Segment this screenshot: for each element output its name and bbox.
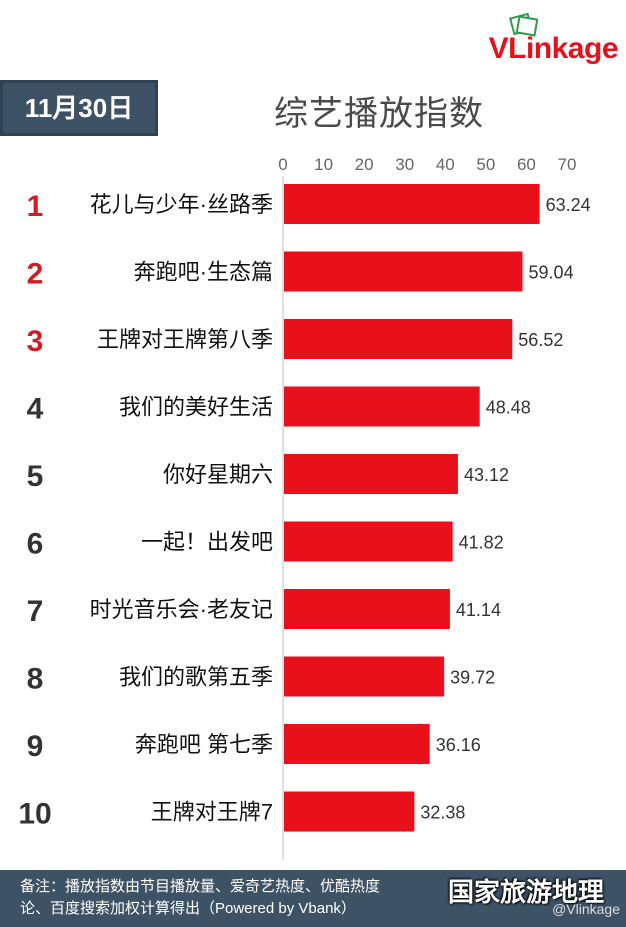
category-label: 一起！出发吧: [141, 530, 273, 555]
value-label: 39.72: [450, 668, 495, 688]
bar: [284, 656, 445, 697]
category-label: 花儿与少年·丝路季: [90, 192, 273, 217]
chart-title: 综艺播放指数: [274, 95, 484, 133]
x-tick-label: 30: [395, 155, 414, 174]
logo-cards-icon: [509, 12, 539, 37]
value-label: 59.04: [529, 263, 574, 283]
value-label: 41.82: [459, 533, 504, 553]
x-tick-label: 50: [476, 155, 495, 174]
category-label: 王牌对王牌7: [151, 800, 273, 825]
date-label: 11月30日: [0, 80, 158, 136]
watermark-text: 国家旅游地理: [448, 878, 605, 908]
vlinkage-logo: VLinkage: [458, 12, 619, 72]
x-tick-label: 60: [517, 155, 536, 174]
logo-text: VLinkage: [488, 32, 619, 65]
bar: [284, 386, 480, 427]
category-label: 我们的歌第五季: [119, 665, 273, 690]
footer-line-1: 备注：播放指数由节目播放量、爱奇艺热度、优酷热度: [20, 878, 381, 895]
category-label: 我们的美好生活: [119, 395, 273, 420]
category-label: 奔跑吧·生态篇: [134, 260, 273, 285]
rank-number: 4: [27, 393, 44, 426]
bar: [284, 454, 458, 494]
rank-number: 6: [27, 528, 44, 561]
value-label: 41.14: [456, 600, 501, 620]
value-label: 48.48: [486, 398, 531, 418]
category-label: 奔跑吧 第七季: [135, 732, 273, 757]
value-label: 63.24: [546, 195, 591, 215]
rank-number: 1: [27, 190, 44, 223]
footer-line-2: 论、百度搜索加权计算得出（Powered by Vbank）: [20, 900, 356, 917]
bar: [284, 791, 415, 832]
x-tick-label: 0: [278, 155, 287, 174]
rank-number: 9: [27, 730, 44, 763]
value-label: 56.52: [518, 330, 563, 350]
value-label: 36.16: [436, 735, 481, 755]
x-tick-label: 40: [436, 155, 455, 174]
rank-number: 8: [27, 663, 44, 696]
rank-number: 2: [27, 258, 44, 291]
category-label: 时光音乐会·老友记: [90, 597, 273, 622]
rank-number: 7: [27, 595, 44, 628]
footer-note: 备注：播放指数由节目播放量、爱奇艺热度、优酷热度 论、百度搜索加权计算得出（Po…: [0, 870, 626, 927]
bar: [284, 251, 523, 292]
bar-chart: 0 10 20 30 40 50 60 701 花儿与少年·丝路季 63.242 奔跑吧·生态篇 59…: [18, 155, 591, 860]
bar: [284, 184, 540, 224]
bar: [284, 589, 450, 629]
value-label: 43.12: [464, 465, 509, 485]
x-tick-label: 10: [314, 155, 333, 174]
rank-number: 5: [27, 460, 44, 493]
x-tick-label: 20: [355, 155, 374, 174]
watermark-handle: @Vlinkage: [552, 901, 620, 917]
bar: [284, 319, 513, 359]
category-label: 王牌对王牌第八季: [97, 327, 273, 352]
rank-number: 10: [18, 798, 51, 831]
bar: [284, 724, 430, 764]
category-label: 你好星期六: [163, 462, 273, 487]
rank-number: 3: [27, 325, 44, 358]
x-tick-label: 70: [558, 155, 577, 174]
bar: [284, 521, 453, 562]
value-label: 32.38: [420, 803, 465, 823]
